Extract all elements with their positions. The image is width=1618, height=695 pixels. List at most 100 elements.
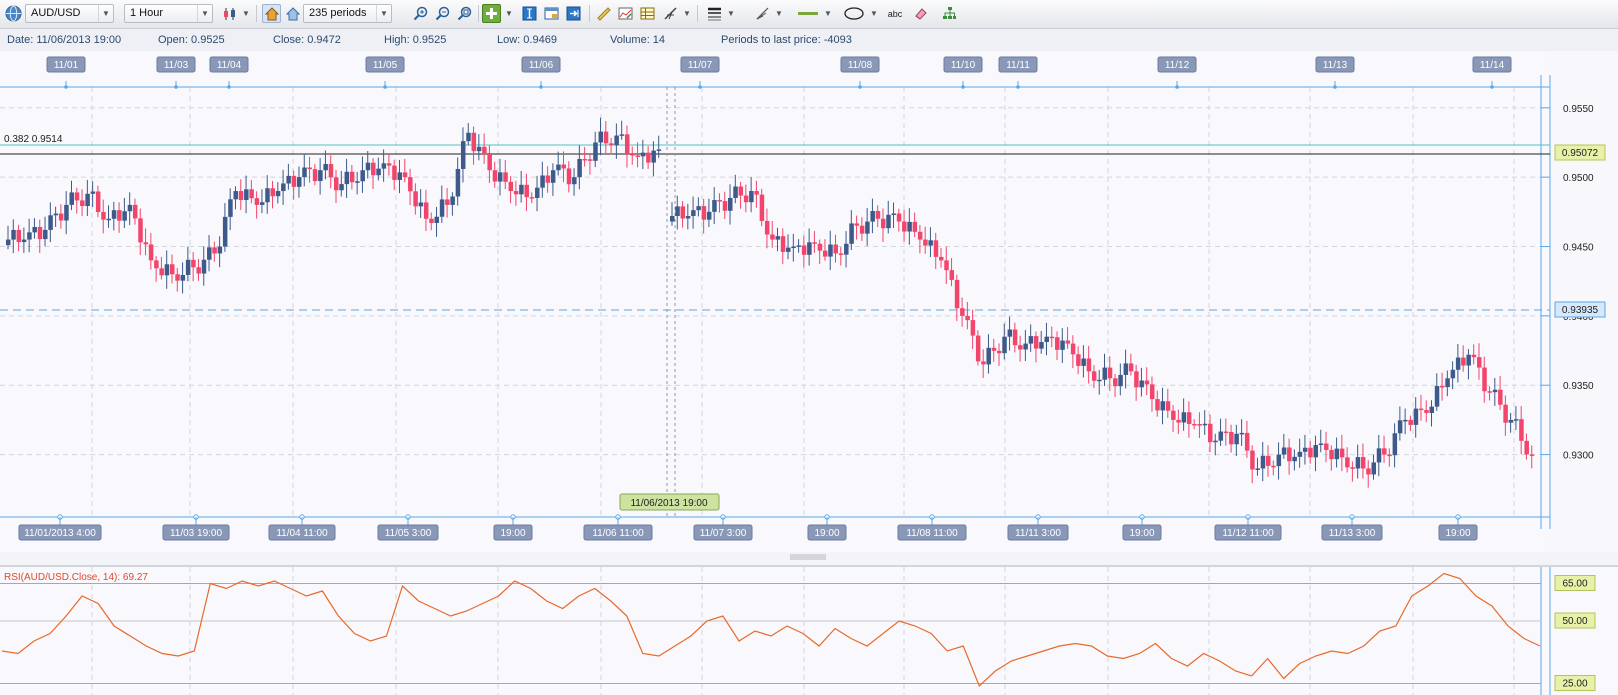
candle-bear (801, 245, 807, 255)
ellipse-icon[interactable] (842, 4, 866, 23)
zoom-out-icon[interactable] (433, 4, 452, 23)
candle-bull (986, 347, 991, 365)
window-icon[interactable] (542, 4, 561, 23)
text-tool-icon[interactable]: abc (884, 4, 906, 23)
chart-image-icon[interactable] (616, 4, 635, 23)
candle-bear (482, 146, 487, 154)
candle-bear (833, 244, 839, 254)
candle-bear (1266, 455, 1271, 466)
home-icon[interactable] (262, 4, 281, 23)
time-tag-label: 19:00 (1129, 528, 1154, 539)
candle-bull (69, 192, 74, 205)
candle-bull (1281, 447, 1287, 455)
candle-bear (680, 206, 686, 219)
hierarchy-icon[interactable] (940, 4, 959, 23)
candle-bear (1329, 449, 1334, 460)
symbol-select[interactable]: AUD/USD ▼ (25, 4, 114, 23)
candle-bear (1382, 448, 1387, 455)
candlestick-type-icon[interactable] (220, 4, 239, 23)
indicator-dropdown[interactable]: ▼ (505, 9, 513, 18)
candle-bull (1202, 423, 1208, 426)
candle-bull (111, 210, 117, 219)
ruler-icon[interactable] (594, 4, 613, 23)
candle-bull (928, 240, 933, 246)
chart-type-dropdown[interactable]: ▼ (242, 9, 250, 18)
candle-bear (981, 361, 986, 365)
globe-icon[interactable] (4, 4, 23, 23)
time-tag-box (18, 524, 102, 541)
price-chart-pane[interactable]: 0.382 0.9514 11/01 11/03 11/04 11/05 11/06 11… (0, 51, 1618, 552)
rsi-title: RSI(AUD/USD.Close, 14): 69.27 (4, 572, 148, 583)
periods-select[interactable]: 235 periods ▼ (303, 4, 392, 23)
date-tag-label: 11/08 (848, 60, 873, 71)
trendline-icon[interactable] (753, 4, 772, 23)
candle-bull (233, 191, 238, 200)
toolbar-divider (697, 5, 698, 22)
date-tag-dot (1333, 85, 1337, 89)
candle-bull (122, 211, 127, 221)
candle-bear (37, 226, 43, 240)
line-style-icon[interactable] (705, 4, 724, 23)
eraser-icon[interactable] (911, 4, 930, 23)
candle-bull (244, 189, 249, 200)
line-style-dropdown[interactable]: ▼ (727, 9, 735, 18)
candle-bear (196, 267, 201, 274)
date-tag-box (156, 56, 196, 73)
candle-bear (1287, 447, 1292, 462)
data-table-icon[interactable] (638, 4, 657, 23)
time-tag-box (377, 524, 439, 541)
add-indicator-icon[interactable] (482, 4, 501, 23)
candle-bull (1234, 433, 1239, 445)
candle-bear (334, 177, 339, 191)
horizontal-line-icon[interactable] (796, 4, 820, 23)
time-tag-label: 11/04 11:00 (276, 528, 328, 539)
candle-bull (640, 152, 646, 157)
horizontal-line-dropdown[interactable]: ▼ (824, 9, 832, 18)
candle-bear (1408, 419, 1413, 425)
zoom-fit-icon[interactable] (455, 4, 474, 23)
zoom-in-icon[interactable] (411, 4, 430, 23)
candle-bear (487, 153, 492, 171)
candle-bear (529, 197, 535, 199)
candle-bear (944, 260, 949, 271)
time-tag-label: 11/08 11:00 (906, 528, 958, 539)
end-icon[interactable] (283, 4, 302, 23)
toolbar-divider (589, 5, 590, 22)
candle-bear (965, 315, 970, 321)
candle-bull (48, 215, 53, 230)
rsi-pane[interactable]: 65.00 50.00 25.00 RSI(AUD/USD.Close, 14): … (0, 567, 1618, 695)
horizontal-gridlines (0, 107, 1541, 456)
candle-bear (101, 211, 106, 220)
candle-bear (1155, 399, 1160, 411)
info-close: Close: 0.9472 (273, 34, 341, 46)
crosshair-icon[interactable] (520, 4, 539, 23)
candle-bear (175, 274, 180, 281)
candle-bear (582, 158, 588, 161)
date-tag-box (209, 56, 249, 73)
candle-bull (540, 175, 545, 188)
rsi-level-tag (1554, 612, 1596, 629)
trendline-dropdown[interactable]: ▼ (775, 9, 783, 18)
candle-bull (1123, 363, 1129, 375)
candle-bear (191, 259, 196, 268)
candle-bear (249, 189, 254, 199)
candle-bear (117, 210, 122, 221)
candle-bear (545, 175, 551, 183)
candle-bull (1028, 336, 1034, 344)
info-periods-to-last: Periods to last price: -4093 (721, 34, 852, 46)
candle-bull (455, 168, 461, 197)
periods-select-value: 235 periods (309, 7, 367, 19)
scroll-end-icon[interactable] (564, 4, 583, 23)
drawing-tools-icon[interactable] (661, 4, 680, 23)
drawing-tools-dropdown[interactable]: ▼ (683, 9, 691, 18)
candle-bear (1186, 412, 1192, 424)
ellipse-dropdown[interactable]: ▼ (870, 9, 878, 18)
interval-select[interactable]: 1 Hour ▼ (124, 4, 213, 23)
pane-splitter[interactable] (0, 552, 1618, 567)
date-tag-dot (383, 85, 387, 89)
date-tag-label: 11/14 (1480, 60, 1505, 71)
candle-bear (1271, 465, 1276, 468)
time-tag-box (693, 524, 753, 541)
price-tick-label: 0.9500 (1563, 173, 1594, 184)
candle-bull (886, 214, 891, 229)
